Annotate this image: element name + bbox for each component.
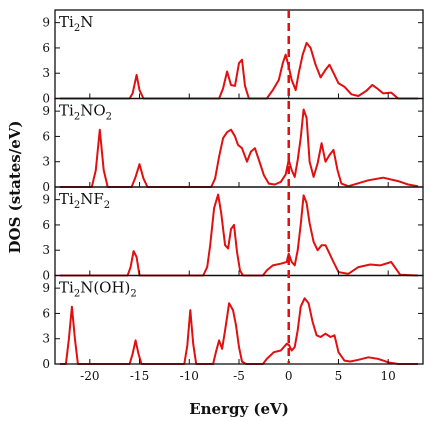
y-tick-label: 0 [42, 269, 50, 283]
x-tick-label: -5 [233, 369, 245, 383]
panel-label-subscript: 2 [74, 112, 80, 123]
dos-panel: 0 3 6 9 Ti2N [42, 9, 424, 106]
panel-frame [54, 274, 424, 365]
x-axis-title: Energy (eV) [189, 400, 289, 418]
y-tick-label: 6 [42, 129, 50, 143]
panel-label-subscript: 2 [106, 112, 112, 123]
panel-label-text: Ti [59, 102, 74, 120]
y-tick-label: 0 [42, 357, 50, 371]
dos-curve [60, 108, 419, 188]
y-tick-label: 9 [42, 104, 50, 118]
y-tick-label: 9 [42, 16, 50, 30]
y-tick-label: 9 [42, 281, 50, 295]
panel-label-subscript: 2 [74, 200, 80, 211]
y-tick-label: 3 [42, 243, 50, 257]
dos-curve [60, 193, 419, 277]
x-tick-label: -15 [130, 369, 149, 383]
x-tick-label: 5 [335, 369, 343, 383]
x-tick-label: 0 [285, 369, 293, 383]
y-tick-label: 3 [42, 155, 50, 169]
panel-label: Ti2NF2 [59, 190, 110, 211]
y-tick-label: 0 [42, 180, 50, 194]
x-tick-label: -10 [180, 369, 199, 383]
panel-label-text: N [80, 13, 93, 31]
y-tick-label: 6 [42, 306, 50, 320]
panel-label-text: Ti [59, 279, 74, 297]
panel-label-subscript: 2 [74, 289, 80, 300]
panel-label-text: NF [80, 190, 104, 208]
x-tick-label: -20 [80, 369, 99, 383]
panel-label: Ti2NO2 [59, 102, 112, 123]
panel-label-subscript: 2 [130, 289, 136, 300]
panel-label: Ti2N(OH)2 [59, 279, 137, 300]
panel-frame [54, 9, 424, 100]
panel-label-subscript: 2 [74, 23, 80, 34]
panel-label-text: Ti [59, 190, 74, 208]
dos-curve [60, 297, 418, 365]
x-tick-label: 10 [381, 369, 396, 383]
panel-label-text: NO [80, 102, 105, 120]
panel-label-subscript: 2 [104, 200, 110, 211]
y-tick-label: 6 [42, 41, 50, 55]
y-tick-label: 3 [42, 332, 50, 346]
dos-curve [60, 41, 418, 100]
y-tick-label: 0 [42, 92, 50, 106]
y-tick-label: 3 [42, 66, 50, 80]
y-tick-label: 9 [42, 193, 50, 207]
y-tick-label: 6 [42, 218, 50, 232]
panel-label-text: N(OH) [80, 279, 130, 297]
y-axis-title: DOS (states/eV) [6, 121, 24, 254]
panel-label-text: Ti [59, 13, 74, 31]
panel-label: Ti2N [59, 13, 93, 34]
